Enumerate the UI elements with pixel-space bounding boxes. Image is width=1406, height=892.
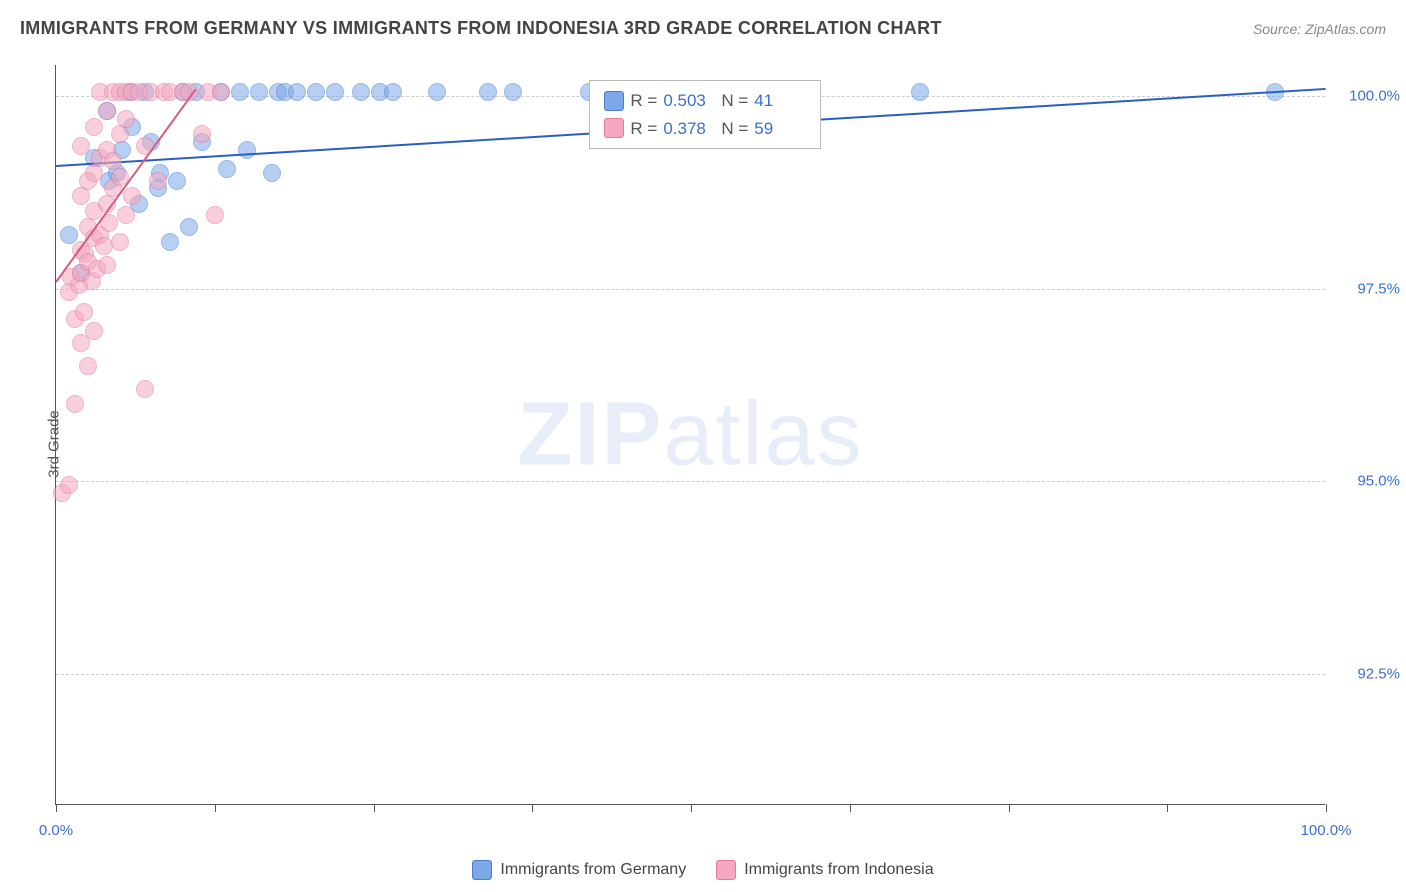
plot-area: ZIPatlas 92.5%95.0%97.5%100.0%0.0%100.0%… [55,65,1325,805]
x-tick [1167,804,1168,812]
data-point [384,83,402,101]
swatch-indonesia [716,860,736,880]
data-point [352,83,370,101]
data-point [479,83,497,101]
x-tick [215,804,216,812]
data-point [326,83,344,101]
data-point [111,233,129,251]
stats-swatch [604,91,624,111]
stats-row: R =0.503N =41 [604,87,806,114]
chart-source: Source: ZipAtlas.com [1253,21,1386,37]
data-point [307,83,325,101]
x-tick [1326,804,1327,812]
data-point [136,380,154,398]
grid-line [56,674,1325,675]
data-point [149,172,167,190]
swatch-germany [472,860,492,880]
data-point [180,218,198,236]
x-tick [691,804,692,812]
x-tick [1009,804,1010,812]
watermark-bold: ZIP [517,384,663,484]
data-point [60,226,78,244]
data-point [85,164,103,182]
legend-label-germany: Immigrants from Germany [500,861,686,879]
data-point [98,256,116,274]
data-point [428,83,446,101]
data-point [98,102,116,120]
r-value: 0.503 [663,87,715,114]
x-tick-label: 100.0% [1301,822,1352,839]
chart-container: 3rd Grade ZIPatlas 92.5%95.0%97.5%100.0%… [55,50,1391,837]
x-tick-label: 0.0% [39,822,73,839]
x-tick [374,804,375,812]
x-tick [850,804,851,812]
legend-item-indonesia: Immigrants from Indonesia [716,860,933,880]
r-label: R = [630,87,657,114]
n-value: 59 [754,115,806,142]
n-label: N = [721,87,748,114]
data-point [218,160,236,178]
stats-swatch [604,118,624,138]
data-point [111,125,129,143]
data-point [288,83,306,101]
data-point [193,125,211,143]
y-tick-label: 100.0% [1349,87,1400,104]
y-tick-label: 97.5% [1357,280,1400,297]
bottom-legend: Immigrants from Germany Immigrants from … [0,860,1406,880]
data-point [161,233,179,251]
x-tick [532,804,533,812]
data-point [168,172,186,190]
stats-legend: R =0.503N =41R =0.378N =59 [589,80,821,148]
r-value: 0.378 [663,115,715,142]
legend-item-germany: Immigrants from Germany [472,860,686,880]
y-tick-label: 92.5% [1357,665,1400,682]
data-point [60,476,78,494]
n-value: 41 [754,87,806,114]
data-point [85,322,103,340]
watermark: ZIPatlas [517,383,863,486]
data-point [250,83,268,101]
data-point [504,83,522,101]
chart-header: IMMIGRANTS FROM GERMANY VS IMMIGRANTS FR… [20,18,1386,39]
data-point [231,83,249,101]
data-point [72,187,90,205]
data-point [911,83,929,101]
data-point [75,303,93,321]
watermark-light: atlas [663,384,863,484]
data-point [263,164,281,182]
data-point [123,187,141,205]
data-point [85,118,103,136]
data-point [206,206,224,224]
n-label: N = [721,115,748,142]
data-point [66,395,84,413]
data-point [117,110,135,128]
x-tick [56,804,57,812]
y-tick-label: 95.0% [1357,473,1400,490]
data-point [117,206,135,224]
stats-row: R =0.378N =59 [604,115,806,142]
data-point [79,357,97,375]
data-point [238,141,256,159]
grid-line [56,481,1325,482]
data-point [72,137,90,155]
grid-line [56,289,1325,290]
chart-title: IMMIGRANTS FROM GERMANY VS IMMIGRANTS FR… [20,18,942,39]
r-label: R = [630,115,657,142]
data-point [212,83,230,101]
legend-label-indonesia: Immigrants from Indonesia [744,861,933,879]
